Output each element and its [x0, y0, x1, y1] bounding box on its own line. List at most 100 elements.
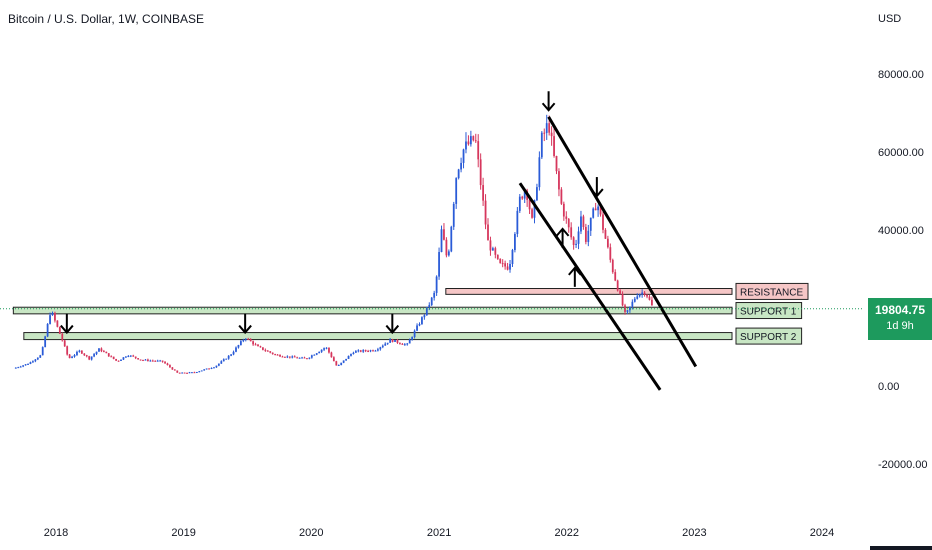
candle-body	[210, 367, 213, 369]
trend-lines	[518, 116, 698, 391]
candle-body	[399, 342, 401, 344]
candle-body	[638, 294, 641, 297]
candle-body	[425, 306, 428, 316]
candle-body	[41, 347, 44, 356]
candle-body	[276, 354, 279, 356]
candle-body	[332, 357, 335, 362]
last-price-badge: 19804.75 1d 9h	[868, 298, 932, 340]
candle-body	[357, 350, 360, 352]
candle-body	[597, 206, 599, 211]
arrow-head	[590, 188, 604, 198]
y-tick-label: 80000.00	[878, 69, 924, 81]
candle-body	[19, 366, 22, 368]
candle-body	[71, 356, 73, 359]
candle-body	[523, 190, 526, 199]
candle-body	[102, 351, 105, 353]
candle-body	[36, 357, 39, 360]
candle-body	[430, 297, 433, 305]
candle-body	[193, 372, 196, 374]
candle-body	[401, 343, 404, 345]
candle-body	[222, 359, 225, 362]
candle-body	[227, 355, 230, 359]
candle-body	[129, 355, 132, 357]
candle-body	[149, 360, 152, 362]
candle-body	[389, 339, 392, 343]
candle-body	[474, 140, 477, 142]
candle-body	[545, 123, 548, 133]
arrow-up-icon	[568, 266, 582, 287]
candle-body	[200, 370, 203, 372]
zones: RESISTANCE SUPPORT 1 SUPPORT 2	[12, 282, 809, 345]
candle-body	[58, 326, 61, 334]
candle-body	[643, 292, 646, 295]
candle-body	[408, 339, 411, 344]
candle-body	[76, 351, 78, 356]
y-tick-label: 60000.00	[878, 147, 924, 159]
candle-body	[257, 344, 259, 347]
candle-body	[364, 350, 367, 352]
arrow-down-icon	[541, 91, 556, 112]
candle-body	[254, 344, 257, 346]
zone-band	[12, 306, 733, 315]
candle-body	[472, 136, 475, 141]
candle-body	[335, 361, 338, 366]
arrow-head	[238, 324, 252, 335]
candle-body	[611, 259, 614, 273]
candle-body	[98, 348, 100, 352]
candle-body	[536, 187, 538, 201]
candle-body	[381, 345, 384, 348]
candle-body	[49, 315, 51, 324]
candle-body	[176, 370, 179, 373]
candle-body	[396, 340, 399, 343]
candle-body	[156, 360, 159, 362]
candle-body	[183, 372, 186, 374]
candle-body	[110, 356, 113, 358]
candle-body	[296, 357, 299, 359]
candle-body	[394, 340, 396, 342]
candle-body	[217, 363, 220, 366]
candle-body	[215, 365, 218, 368]
candle-body	[614, 272, 617, 281]
candle-body	[477, 141, 480, 160]
candle-body	[164, 361, 166, 364]
candle-body	[428, 304, 431, 307]
candle-body	[599, 206, 602, 215]
candle-body	[151, 360, 154, 362]
candle-body	[188, 372, 191, 374]
candle-body	[543, 132, 546, 134]
candle-body	[191, 372, 193, 374]
candle-body	[78, 350, 81, 352]
candle-body	[570, 227, 573, 238]
candle-body	[24, 364, 27, 366]
arrow-head	[541, 102, 556, 112]
candle-body	[171, 367, 174, 370]
candle-body	[352, 352, 355, 355]
price-series	[14, 114, 653, 374]
arrow-down-icon	[60, 313, 74, 335]
candle-body	[445, 239, 448, 256]
trend-line	[518, 182, 662, 391]
candle-body	[521, 196, 524, 199]
candle-body	[203, 369, 206, 371]
zone-label: SUPPORT 1	[735, 302, 803, 320]
arrow-head	[385, 324, 400, 335]
candle-body	[115, 358, 118, 361]
candle-body	[421, 317, 423, 325]
candle-body	[186, 372, 188, 374]
candle-body	[594, 208, 597, 211]
zone-band	[445, 288, 733, 295]
trend-line	[547, 116, 698, 368]
candle-body	[467, 141, 470, 145]
zone-label-box	[735, 327, 803, 345]
candle-body	[589, 217, 592, 231]
candle-body	[384, 343, 387, 346]
candle-body	[438, 252, 440, 277]
candle-body	[259, 346, 262, 348]
candle-body	[457, 169, 460, 179]
candle-body	[232, 351, 235, 355]
candle-body	[88, 356, 91, 360]
candle-body	[347, 355, 350, 359]
candle-body	[124, 356, 127, 358]
candle-body	[418, 324, 421, 326]
